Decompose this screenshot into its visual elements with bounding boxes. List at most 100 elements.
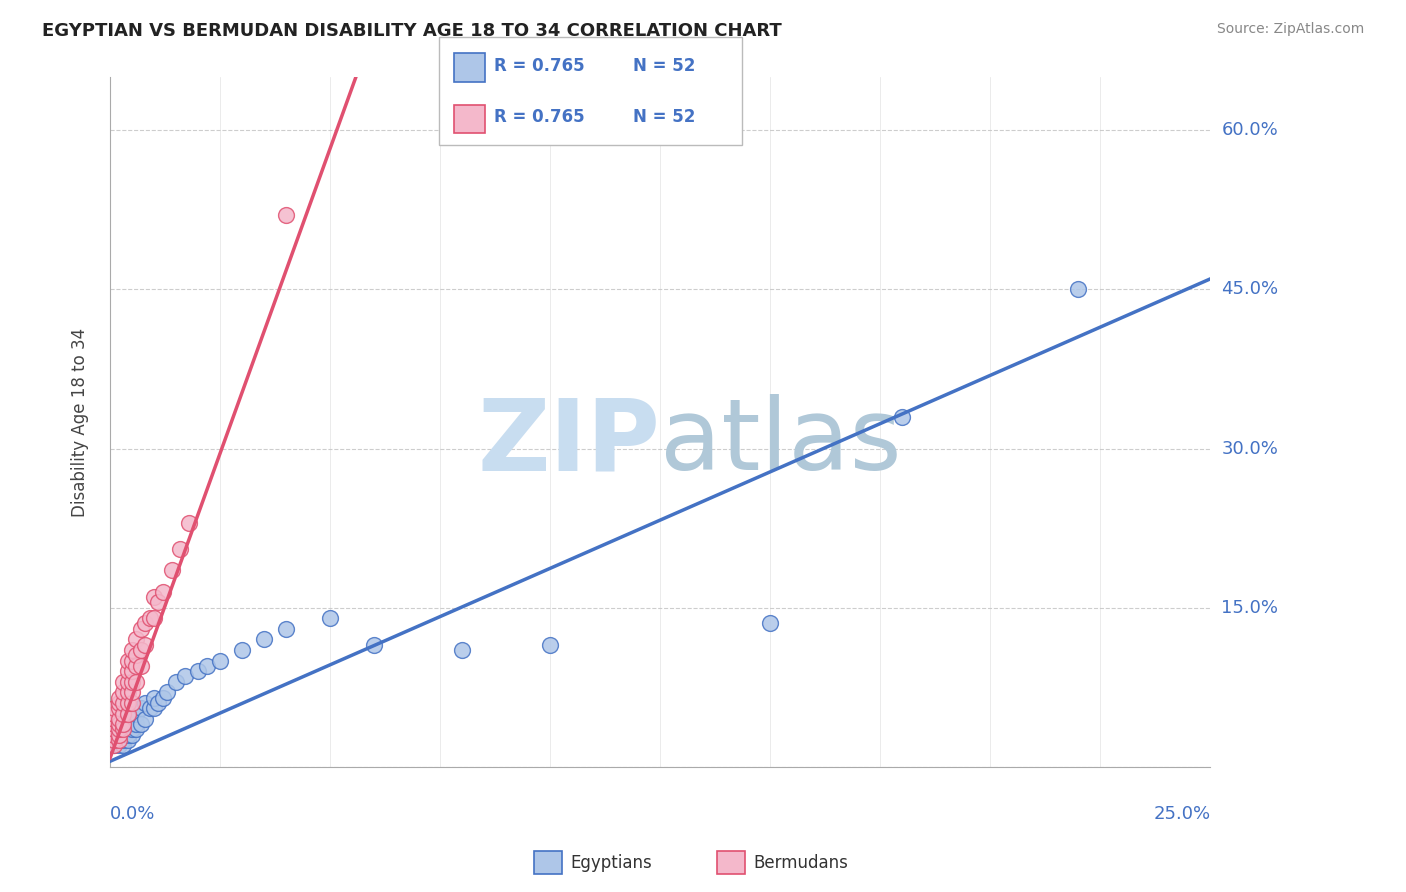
Point [209,654,232,668]
Point [125,658,148,673]
Point [179,516,201,530]
Point [108,717,131,731]
Point [187,664,209,678]
Point [112,739,135,753]
Point [129,717,152,731]
Text: Egyptians: Egyptians [571,854,652,871]
Point [103,733,125,747]
Point [125,717,148,731]
Point [363,638,385,652]
Point [129,622,152,636]
Point [117,723,139,737]
Point [160,564,183,578]
Point [156,685,179,699]
Point [121,654,143,668]
Text: ZIP: ZIP [477,394,661,491]
Text: 15.0%: 15.0% [1222,599,1278,616]
Point [253,632,276,647]
Point [117,664,139,678]
Text: EGYPTIAN VS BERMUDAN DISABILITY AGE 18 TO 34 CORRELATION CHART: EGYPTIAN VS BERMUDAN DISABILITY AGE 18 T… [42,22,782,40]
Text: N = 52: N = 52 [633,57,695,75]
Point [103,712,125,726]
Point [112,717,135,731]
Point [112,733,135,747]
Point [117,717,139,731]
Point [134,712,156,726]
Text: Source: ZipAtlas.com: Source: ZipAtlas.com [1216,22,1364,37]
Point [117,728,139,742]
Text: 45.0%: 45.0% [1222,280,1278,299]
Y-axis label: Disability Age 18 to 34: Disability Age 18 to 34 [72,327,89,516]
Point [143,590,166,604]
Point [125,674,148,689]
Point [103,739,125,753]
Point [108,728,131,742]
Point [103,733,125,747]
Point [103,723,125,737]
Point [169,542,191,557]
Point [103,701,125,715]
Text: 60.0%: 60.0% [1222,121,1278,139]
Point [121,674,143,689]
Point [121,685,143,699]
Point [108,696,131,710]
Text: Bermudans: Bermudans [754,854,848,871]
Point [319,611,342,625]
Point [121,696,143,710]
Point [121,643,143,657]
Point [125,632,148,647]
Point [117,696,139,710]
Point [112,706,135,721]
Point [112,712,135,726]
Point [231,643,253,657]
Point [891,409,914,424]
Point [103,728,125,742]
Point [538,638,561,652]
Point [121,728,143,742]
Point [759,616,782,631]
Point [134,638,156,652]
Point [148,696,170,710]
Point [129,643,152,657]
Point [117,654,139,668]
Point [108,733,131,747]
Point [103,739,125,753]
Point [108,723,131,737]
Text: R = 0.765: R = 0.765 [494,57,583,75]
Point [121,717,143,731]
Point [103,728,125,742]
Point [143,690,166,705]
Point [148,595,170,609]
Point [165,674,187,689]
Text: 30.0%: 30.0% [1222,440,1278,458]
Point [138,611,160,625]
Point [112,723,135,737]
Text: R = 0.765: R = 0.765 [494,108,583,126]
Point [117,733,139,747]
Point [1067,283,1090,297]
Point [108,690,131,705]
Point [117,685,139,699]
Point [103,706,125,721]
Point [103,717,125,731]
Point [108,712,131,726]
Point [108,728,131,742]
Text: atlas: atlas [661,394,901,491]
Point [129,658,152,673]
Point [125,706,148,721]
Text: 25.0%: 25.0% [1153,805,1211,823]
Point [134,616,156,631]
Point [143,701,166,715]
Point [121,723,143,737]
Point [125,648,148,663]
Text: N = 52: N = 52 [633,108,695,126]
Point [117,674,139,689]
Point [125,723,148,737]
Point [108,733,131,747]
Point [143,611,166,625]
Point [129,701,152,715]
Point [108,717,131,731]
Point [121,706,143,721]
Point [152,584,174,599]
Point [108,701,131,715]
